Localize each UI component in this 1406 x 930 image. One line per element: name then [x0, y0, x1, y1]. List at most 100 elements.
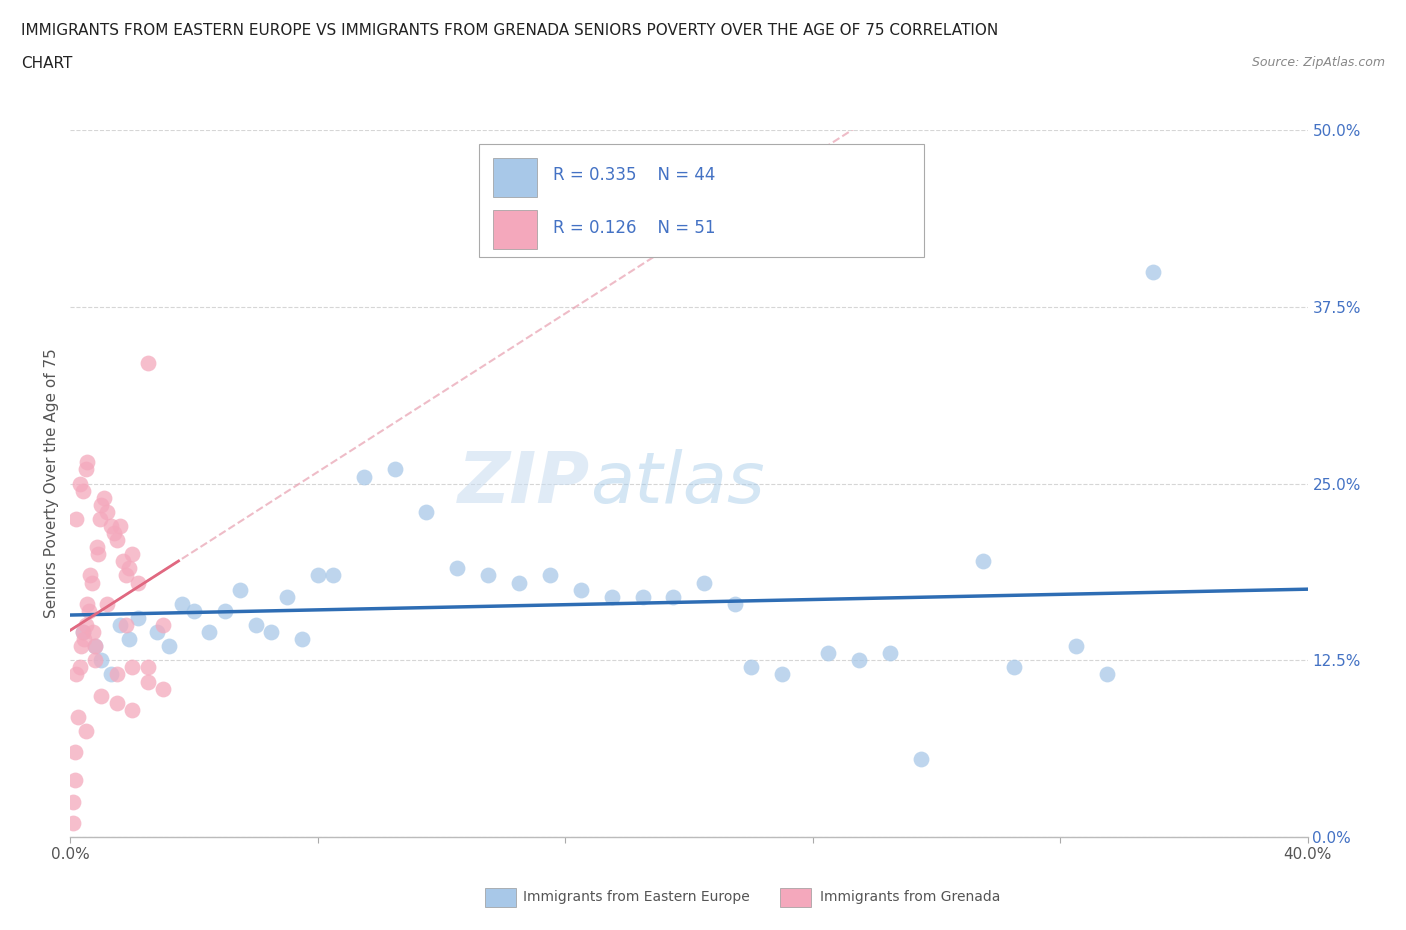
Point: [910, 751, 932, 766]
Point: [62, 816, 84, 830]
Point: [136, 660, 159, 675]
Point: [115, 568, 138, 583]
Point: [245, 618, 267, 632]
Point: [93, 490, 115, 505]
Text: Source: ZipAtlas.com: Source: ZipAtlas.com: [1251, 56, 1385, 69]
Point: [446, 561, 468, 576]
Point: [879, 645, 901, 660]
Point: [75, 618, 97, 632]
Point: [72, 484, 94, 498]
Point: [152, 618, 174, 632]
Point: [72, 625, 94, 640]
Point: [384, 462, 406, 477]
Point: [1064, 639, 1087, 654]
Point: [260, 625, 283, 640]
Point: [214, 604, 236, 618]
Point: [105, 667, 128, 682]
Point: [848, 653, 870, 668]
Point: [89, 512, 111, 526]
Point: [77, 604, 100, 618]
Point: [146, 625, 169, 640]
Point: [183, 604, 205, 618]
Point: [80, 575, 103, 590]
Point: [65, 512, 87, 526]
Point: [82, 625, 105, 640]
Point: [63, 773, 86, 788]
Point: [103, 525, 125, 540]
Point: [65, 667, 87, 682]
Point: [100, 667, 122, 682]
Point: [118, 561, 141, 576]
Point: [100, 519, 122, 534]
Point: [724, 596, 747, 611]
Point: [90, 688, 112, 703]
Y-axis label: Seniors Poverty Over the Age of 75: Seniors Poverty Over the Age of 75: [44, 349, 59, 618]
Text: R = 0.335    N = 44: R = 0.335 N = 44: [553, 166, 716, 184]
Point: [157, 639, 180, 654]
Point: [307, 568, 329, 583]
Point: [693, 575, 716, 590]
Point: [121, 547, 143, 562]
Point: [73, 631, 96, 646]
Point: [62, 794, 84, 809]
FancyBboxPatch shape: [478, 144, 924, 258]
Point: [90, 498, 112, 512]
Point: [569, 582, 592, 597]
Point: [72, 625, 94, 640]
Point: [136, 356, 159, 371]
Point: [86, 539, 108, 554]
Point: [111, 554, 134, 569]
Point: [1002, 660, 1025, 675]
Point: [84, 653, 107, 668]
Point: [322, 568, 344, 583]
Point: [87, 547, 110, 562]
Point: [353, 469, 375, 484]
Point: [108, 618, 131, 632]
Point: [1095, 667, 1118, 682]
Point: [90, 653, 112, 668]
Point: [972, 554, 994, 569]
Text: ZIP: ZIP: [458, 449, 591, 518]
Point: [631, 590, 654, 604]
Point: [291, 631, 314, 646]
Point: [115, 618, 138, 632]
Point: [508, 575, 530, 590]
Text: Immigrants from Eastern Europe: Immigrants from Eastern Europe: [523, 890, 749, 905]
Text: CHART: CHART: [21, 56, 73, 71]
Text: R = 0.126    N = 51: R = 0.126 N = 51: [553, 219, 716, 237]
Point: [127, 575, 149, 590]
Point: [415, 504, 437, 519]
Point: [477, 568, 499, 583]
Point: [69, 660, 91, 675]
FancyBboxPatch shape: [494, 158, 537, 197]
Point: [662, 590, 685, 604]
Point: [121, 702, 143, 717]
Point: [817, 645, 839, 660]
Point: [1142, 264, 1164, 279]
Point: [67, 710, 90, 724]
Point: [152, 681, 174, 696]
Text: Immigrants from Grenada: Immigrants from Grenada: [820, 890, 1000, 905]
Point: [105, 533, 128, 548]
Point: [63, 745, 86, 760]
Point: [96, 596, 118, 611]
Point: [740, 660, 762, 675]
Point: [121, 660, 143, 675]
Point: [198, 625, 221, 640]
Point: [118, 631, 141, 646]
Point: [229, 582, 252, 597]
Point: [84, 639, 107, 654]
Point: [105, 696, 128, 711]
Point: [75, 462, 97, 477]
Point: [96, 504, 118, 519]
Point: [600, 590, 623, 604]
Point: [75, 724, 97, 738]
Point: [79, 568, 101, 583]
Point: [76, 596, 98, 611]
FancyBboxPatch shape: [494, 210, 537, 249]
Point: [770, 667, 793, 682]
Point: [76, 455, 98, 470]
Point: [70, 639, 93, 654]
Point: [108, 519, 131, 534]
Text: IMMIGRANTS FROM EASTERN EUROPE VS IMMIGRANTS FROM GRENADA SENIORS POVERTY OVER T: IMMIGRANTS FROM EASTERN EUROPE VS IMMIGR…: [21, 23, 998, 38]
